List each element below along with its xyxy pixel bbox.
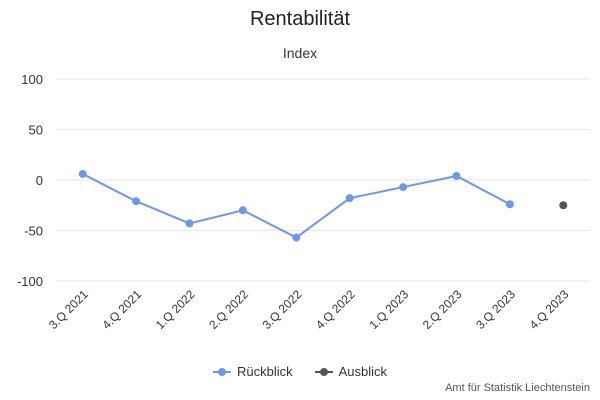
gridlines [56, 78, 590, 282]
series-layer [78, 169, 568, 242]
credits[interactable]: Amt für Statistik Liechtenstein [445, 382, 590, 394]
y-tick-label: 0 [36, 173, 43, 188]
series-rueckblick [78, 169, 514, 242]
x-tick-label: 3.Q 2021 [46, 287, 91, 332]
legend-item-ausblick[interactable]: Ausblick [314, 364, 388, 379]
y-tick-label: -100 [17, 274, 43, 289]
x-tick-label: 1.Q 2023 [366, 287, 411, 332]
x-tick-label: 1.Q 2022 [153, 287, 198, 332]
series-ausblick [559, 201, 568, 210]
x-tick-label: 3.Q 2022 [260, 287, 305, 332]
x-tick-label: 3.Q 2023 [473, 287, 518, 332]
legend: Rückblick Ausblick [0, 364, 600, 379]
x-axis-ticks: 3.Q 2021 4.Q 2021 1.Q 2022 2.Q 2022 3.Q 2022… [46, 287, 572, 332]
data-point[interactable] [345, 194, 354, 203]
legend-symbol-ausblick [314, 367, 333, 377]
chart-subtitle: Index [282, 45, 318, 61]
y-axis-ticks: -100 -50 0 50 100 [17, 72, 43, 289]
data-point[interactable] [78, 169, 87, 178]
x-tick-label: 4.Q 2022 [313, 287, 358, 332]
y-tick-label: -50 [24, 224, 43, 239]
legend-label-rueckblick: Rückblick [236, 364, 293, 379]
data-point[interactable] [399, 183, 408, 192]
chart-title: Rentabilität [249, 8, 351, 30]
data-point[interactable] [559, 201, 568, 210]
data-point[interactable] [238, 206, 247, 215]
legend-symbol-rueckblick [212, 367, 231, 377]
x-tick-label: 4.Q 2023 [527, 287, 572, 332]
x-tick-label: 2.Q 2023 [420, 287, 465, 332]
data-point[interactable] [292, 233, 301, 242]
legend-item-rueckblick[interactable]: Rückblick [212, 364, 293, 379]
data-point[interactable] [185, 219, 194, 228]
x-tick-label: 4.Q 2021 [99, 287, 144, 332]
data-point[interactable] [132, 197, 141, 206]
y-tick-label: 100 [21, 72, 43, 87]
y-tick-label: 50 [29, 123, 43, 138]
legend-label-ausblick: Ausblick [338, 364, 388, 379]
data-point[interactable] [452, 171, 461, 180]
series-line [82, 173, 511, 239]
data-point[interactable] [505, 200, 514, 209]
x-tick-label: 2.Q 2022 [206, 287, 251, 332]
